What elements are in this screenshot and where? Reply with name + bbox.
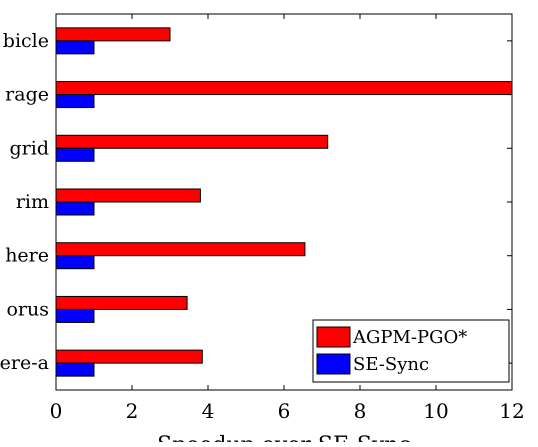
category-label: orus <box>6 298 49 320</box>
bar-agpm-pgo-3 <box>55 188 201 203</box>
bar-se-sync-5 <box>55 308 95 323</box>
x-tick-label: 4 <box>202 399 215 423</box>
bar-agpm-pgo-5 <box>55 295 188 310</box>
legend-swatch-se-sync <box>316 353 351 375</box>
bar-se-sync-4 <box>55 255 95 270</box>
category-label: ere-a <box>0 352 49 374</box>
bar-agpm-pgo-4 <box>55 242 306 257</box>
legend-label-se-sync: SE-Sync <box>353 354 429 375</box>
bar-se-sync-0 <box>55 40 95 55</box>
category-label: here <box>5 245 49 267</box>
x-axis-label: Speedup over SE-Sync <box>157 433 411 442</box>
bar-agpm-pgo-1 <box>55 81 513 96</box>
bar-agpm-pgo-0 <box>55 27 171 42</box>
category-label: grid <box>10 137 49 159</box>
x-tick-label: 0 <box>50 399 63 423</box>
legend-label-agpm-pgo: AGPM-PGO* <box>352 327 467 348</box>
x-tick-label: 8 <box>354 399 367 423</box>
x-tick-label: 12 <box>499 399 524 423</box>
bar-agpm-pgo-2 <box>55 134 329 149</box>
category-label: bicle <box>3 30 49 52</box>
bar-se-sync-3 <box>55 201 95 216</box>
x-tick-label: 2 <box>126 399 139 423</box>
category-label: rim <box>16 191 49 213</box>
bar-se-sync-1 <box>55 94 95 109</box>
bar-se-sync-2 <box>55 147 95 162</box>
x-tick-label: 10 <box>423 399 448 423</box>
x-tick-label: 6 <box>278 399 291 423</box>
bar-agpm-pgo-6 <box>55 349 203 364</box>
bar-se-sync-6 <box>55 362 95 377</box>
legend-swatch-agpm-pgo <box>316 326 351 348</box>
category-label: rage <box>5 84 49 106</box>
